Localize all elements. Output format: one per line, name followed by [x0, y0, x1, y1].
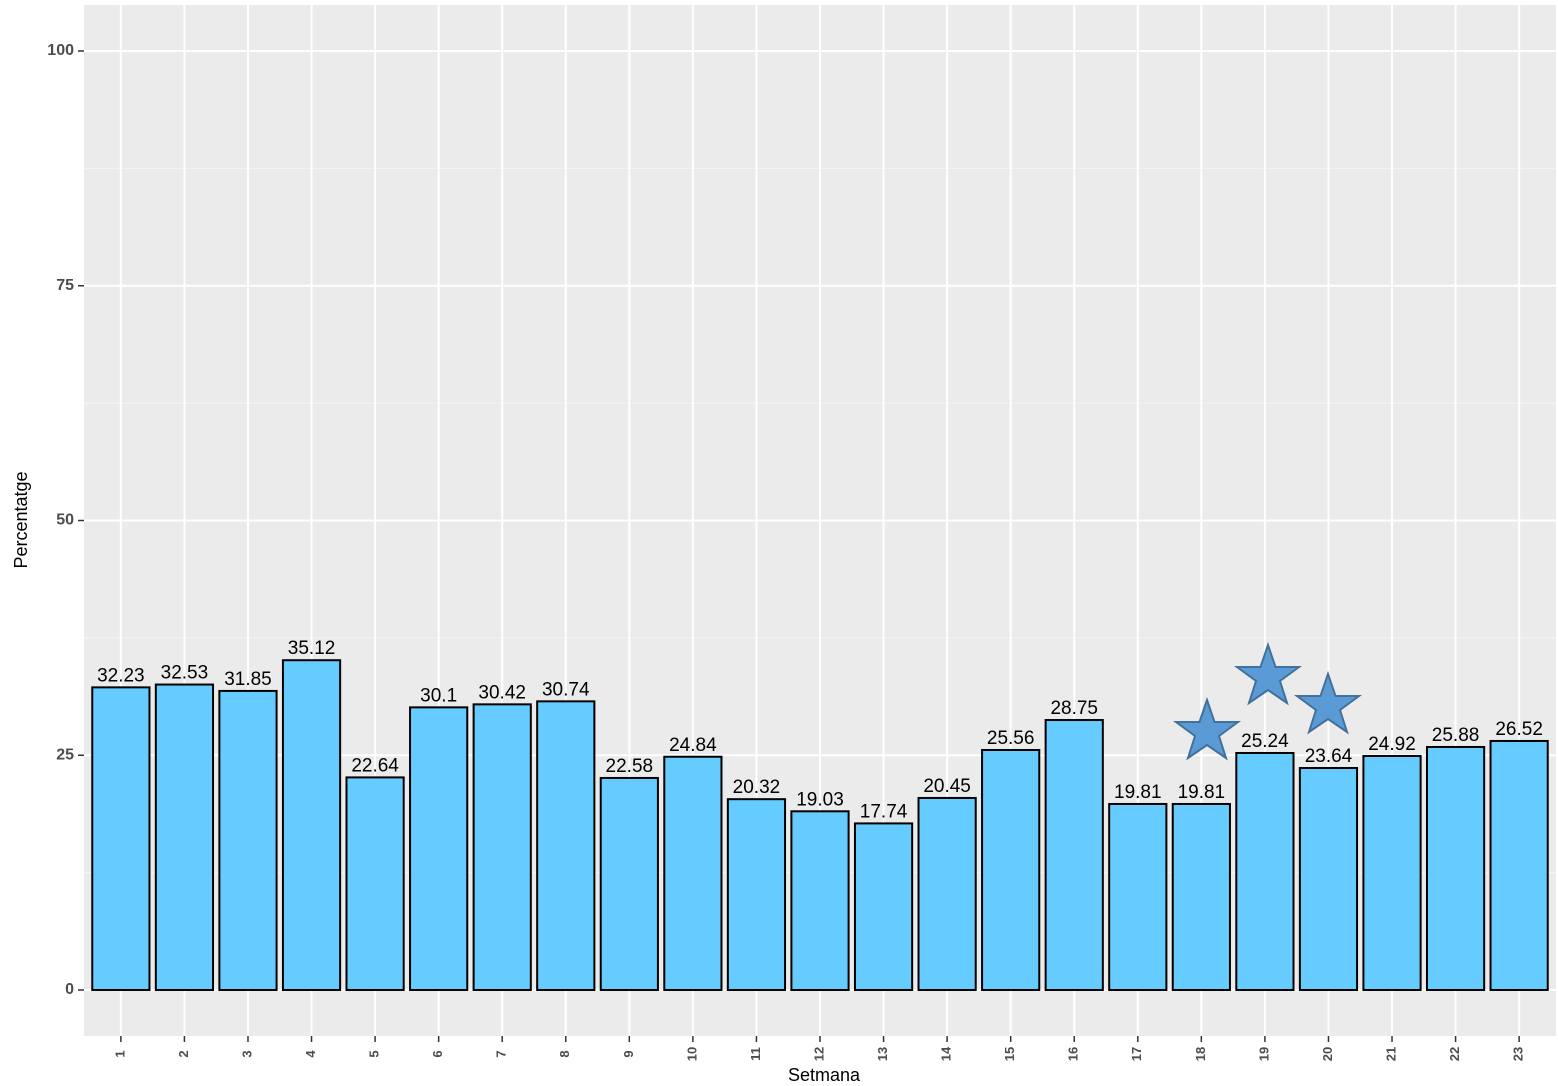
x-tick-label: 19	[1256, 1047, 1271, 1061]
value-label: 19.03	[796, 789, 844, 810]
bar	[726, 798, 787, 991]
bar	[790, 810, 850, 991]
value-label: 31.85	[224, 669, 272, 690]
x-tick-label: 17	[1129, 1047, 1144, 1061]
value-label: 23.64	[1305, 746, 1353, 767]
x-tick-label: 3	[239, 1050, 254, 1057]
bar	[663, 755, 723, 991]
y-tick-label: 50	[56, 512, 74, 529]
value-label: 19.81	[1178, 782, 1226, 803]
x-tick-label: 4	[303, 1050, 318, 1058]
value-label: 24.92	[1368, 734, 1416, 755]
x-tick-label: 21	[1383, 1047, 1398, 1061]
value-label: 32.23	[97, 665, 145, 686]
bar	[917, 796, 977, 991]
x-tick-label: 15	[1002, 1047, 1017, 1061]
bar	[218, 689, 278, 991]
x-tick-label: 12	[811, 1047, 826, 1061]
bar	[1108, 802, 1168, 991]
x-tick-label: 18	[1193, 1047, 1208, 1061]
x-tick-label: 1	[112, 1050, 127, 1057]
x-tick-label: 10	[684, 1047, 699, 1061]
star	[1233, 641, 1303, 706]
value-label: 30.42	[478, 682, 526, 703]
value-label: 17.74	[860, 801, 908, 822]
star	[1293, 670, 1363, 735]
x-tick-label: 6	[430, 1050, 445, 1057]
value-label: 28.75	[1050, 698, 1098, 719]
value-label: 22.58	[606, 756, 654, 777]
bar	[409, 706, 469, 991]
x-tick-label: 23	[1511, 1047, 1526, 1061]
x-axis-title: Setmana	[788, 1065, 861, 1085]
bar	[472, 703, 532, 991]
bar	[1235, 751, 1295, 991]
y-axis-title: Percentatge	[11, 471, 31, 568]
x-tick-label: 7	[494, 1050, 509, 1057]
x-tick-label: 16	[1066, 1047, 1081, 1061]
bar	[853, 822, 914, 991]
x-tick-label: 9	[621, 1050, 636, 1057]
value-label: 24.84	[669, 735, 717, 756]
bar	[1362, 754, 1422, 991]
bar	[91, 686, 151, 991]
bars: 32.23 32.53 31.85 35.12 22.64 30.1 30.42 30.74 2…	[91, 638, 1549, 991]
y-tick-label: 100	[47, 42, 74, 59]
x-tick-label: 5	[367, 1050, 382, 1057]
value-label: 20.32	[733, 777, 781, 798]
x-tick-label: 22	[1447, 1047, 1462, 1061]
x-tick-label: 11	[748, 1047, 763, 1061]
bar	[981, 748, 1041, 991]
bar	[1044, 719, 1104, 991]
bar	[1489, 739, 1549, 991]
value-label: 22.64	[351, 755, 399, 776]
y-tick-label: 75	[56, 277, 74, 294]
value-label: 25.56	[987, 728, 1035, 749]
bar	[536, 700, 596, 991]
value-label: 26.52	[1495, 719, 1543, 740]
x-tick-label: 13	[875, 1047, 890, 1061]
stars	[1172, 641, 1363, 761]
value-label: 20.45	[923, 776, 971, 797]
bar	[281, 659, 342, 991]
value-label: 30.1	[420, 685, 457, 706]
value-label: 30.74	[542, 679, 590, 700]
star	[1172, 696, 1242, 761]
bar	[345, 776, 405, 991]
bar	[1171, 802, 1231, 991]
x-tick-label: 8	[557, 1050, 572, 1057]
value-label: 32.53	[161, 663, 209, 684]
bar	[599, 776, 659, 991]
bar	[154, 683, 215, 991]
y-tick-label: 0	[65, 981, 74, 998]
value-label: 19.81	[1114, 782, 1162, 803]
bar	[1298, 767, 1359, 991]
value-label: 35.12	[288, 638, 336, 659]
x-tick-label: 14	[939, 1046, 954, 1061]
x-tick-label: 2	[176, 1050, 191, 1057]
value-label: 25.88	[1432, 725, 1480, 746]
value-label: 25.24	[1241, 731, 1289, 752]
bar	[1425, 745, 1486, 991]
y-tick-label: 25	[56, 746, 74, 763]
x-tick-label: 20	[1320, 1047, 1335, 1061]
